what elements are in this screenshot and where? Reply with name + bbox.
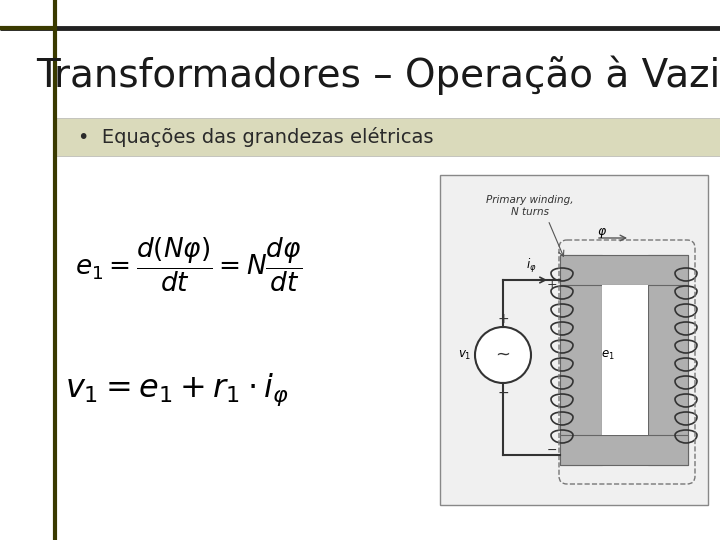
Text: +: + xyxy=(498,312,509,326)
Text: −: − xyxy=(498,386,509,400)
Text: $i_{\varphi}$: $i_{\varphi}$ xyxy=(526,257,537,275)
Text: $v_1$: $v_1$ xyxy=(458,348,471,362)
Text: +: + xyxy=(546,279,557,292)
Text: $e_1 = \dfrac{d(N\varphi)}{dt} = N\dfrac{d\varphi}{dt}$: $e_1 = \dfrac{d(N\varphi)}{dt} = N\dfrac… xyxy=(75,236,302,294)
Circle shape xyxy=(475,327,531,383)
Text: •  Equações das grandezas elétricas: • Equações das grandezas elétricas xyxy=(78,127,433,147)
Text: Primary winding,: Primary winding, xyxy=(486,195,574,205)
Bar xyxy=(648,255,688,465)
Bar xyxy=(560,255,688,285)
Text: $e_1$: $e_1$ xyxy=(601,348,615,362)
Bar xyxy=(560,435,688,465)
Bar xyxy=(602,285,648,435)
Bar xyxy=(440,175,708,505)
Text: N turns: N turns xyxy=(511,207,549,217)
Bar xyxy=(55,118,720,156)
Text: ~: ~ xyxy=(495,346,510,364)
Bar xyxy=(560,255,602,465)
Text: $v_1 = e_1 + r_1 \cdot i_{\varphi}$: $v_1 = e_1 + r_1 \cdot i_{\varphi}$ xyxy=(65,372,289,408)
Text: Transformadores – Operação à Vazio: Transformadores – Operação à Vazio xyxy=(36,55,720,94)
Text: −: − xyxy=(546,443,557,456)
Text: $\varphi$: $\varphi$ xyxy=(597,226,607,240)
